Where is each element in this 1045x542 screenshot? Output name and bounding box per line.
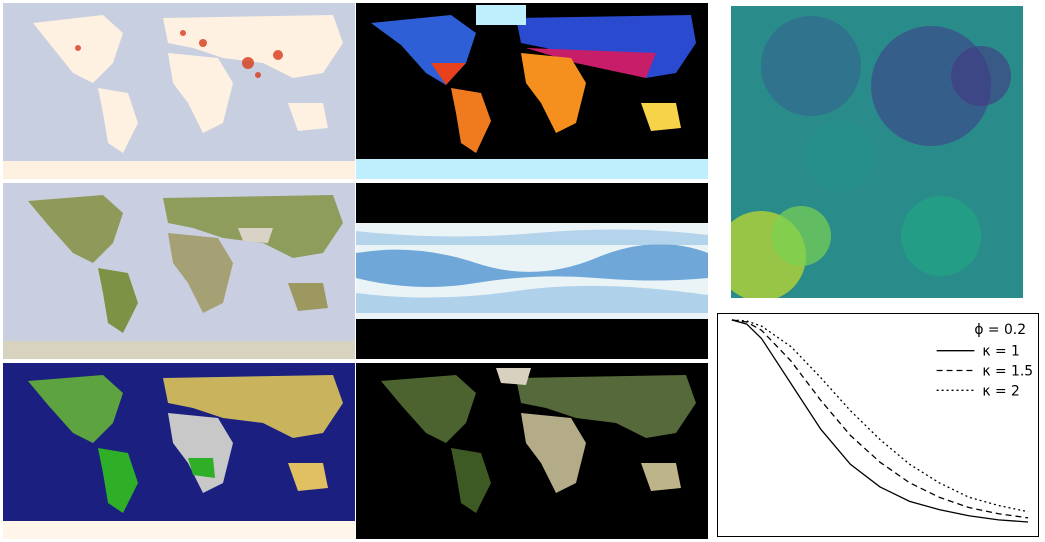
population-density-map <box>3 3 355 179</box>
correlation-chart: ϕ = 0.2 κ = 1 κ = 1.5 κ = 2 <box>717 313 1039 537</box>
series-line-1 <box>731 319 1029 523</box>
population-density-map-icon <box>3 3 355 179</box>
temperature-map-icon <box>356 3 708 179</box>
shaded-relief-map-icon <box>3 183 355 359</box>
series-line-2 <box>731 319 1029 519</box>
random-field-image <box>731 6 1023 298</box>
series-line-3 <box>731 319 1029 513</box>
legend-label-1: κ = 1 <box>982 344 1020 360</box>
correlation-chart-svg: ϕ = 0.2 κ = 1 κ = 1.5 κ = 2 <box>731 319 1033 523</box>
legend-label-2: κ = 1.5 <box>982 363 1033 379</box>
cloud-cover-map-icon <box>356 183 708 359</box>
shaded-relief-map <box>3 183 355 359</box>
temperature-map <box>356 3 708 179</box>
cloud-cover-map <box>356 183 708 359</box>
legend-header: ϕ = 0.2 <box>974 322 1026 338</box>
land-cover-map-icon <box>3 363 355 539</box>
legend-label-3: κ = 2 <box>982 383 1020 399</box>
vegetation-map <box>356 363 708 539</box>
random-field-image-icon <box>731 6 1023 298</box>
land-cover-map <box>3 363 355 539</box>
vegetation-map-icon <box>356 363 708 539</box>
